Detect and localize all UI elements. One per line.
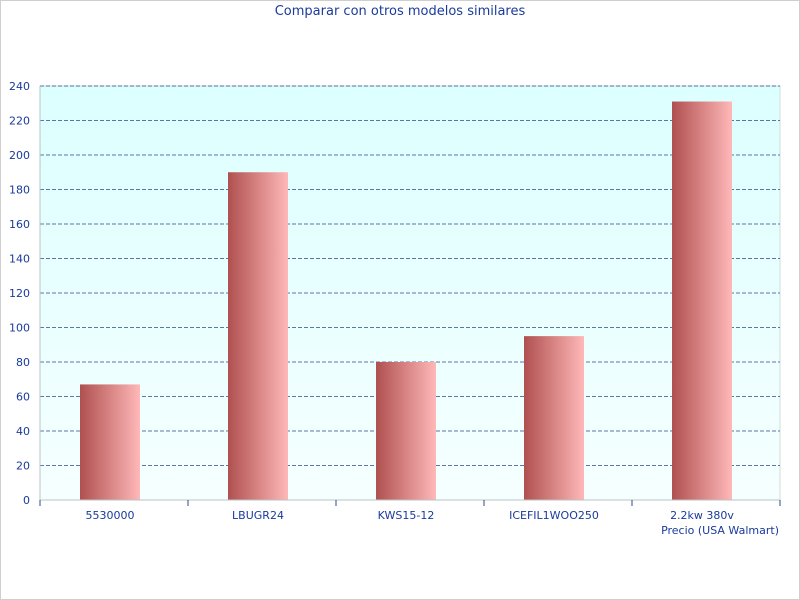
y-tick-label: 120 xyxy=(9,287,30,300)
y-tick-label: 220 xyxy=(9,115,30,128)
y-tick-label: 180 xyxy=(9,184,30,197)
y-tick-label: 200 xyxy=(9,149,30,162)
y-tick-label: 100 xyxy=(9,322,30,335)
bar xyxy=(80,384,140,500)
y-tick-label: 240 xyxy=(9,80,30,93)
y-tick-label: 40 xyxy=(16,425,30,438)
x-tick-label: KWS15-12 xyxy=(378,509,435,522)
y-tick-label: 60 xyxy=(16,391,30,404)
x-tick-label: ICEFIL1WOO250 xyxy=(509,509,599,522)
chart-title: Comparar con otros modelos similares xyxy=(274,4,526,19)
bar xyxy=(376,362,436,500)
y-tick-label: 20 xyxy=(16,460,30,473)
x-axis-label: Precio (USA Walmart) xyxy=(661,524,779,537)
x-tick-label: 2.2kw 380v xyxy=(670,509,734,522)
y-tick-label: 140 xyxy=(9,253,30,266)
bar xyxy=(672,101,732,501)
bar xyxy=(228,172,288,500)
y-tick-label: 80 xyxy=(16,356,30,369)
x-tick-label: 5530000 xyxy=(86,509,135,522)
y-tick-label: 160 xyxy=(9,218,30,231)
bar xyxy=(524,336,584,500)
x-tick-label: LBUGR24 xyxy=(232,509,284,522)
y-tick-label: 0 xyxy=(23,494,30,507)
